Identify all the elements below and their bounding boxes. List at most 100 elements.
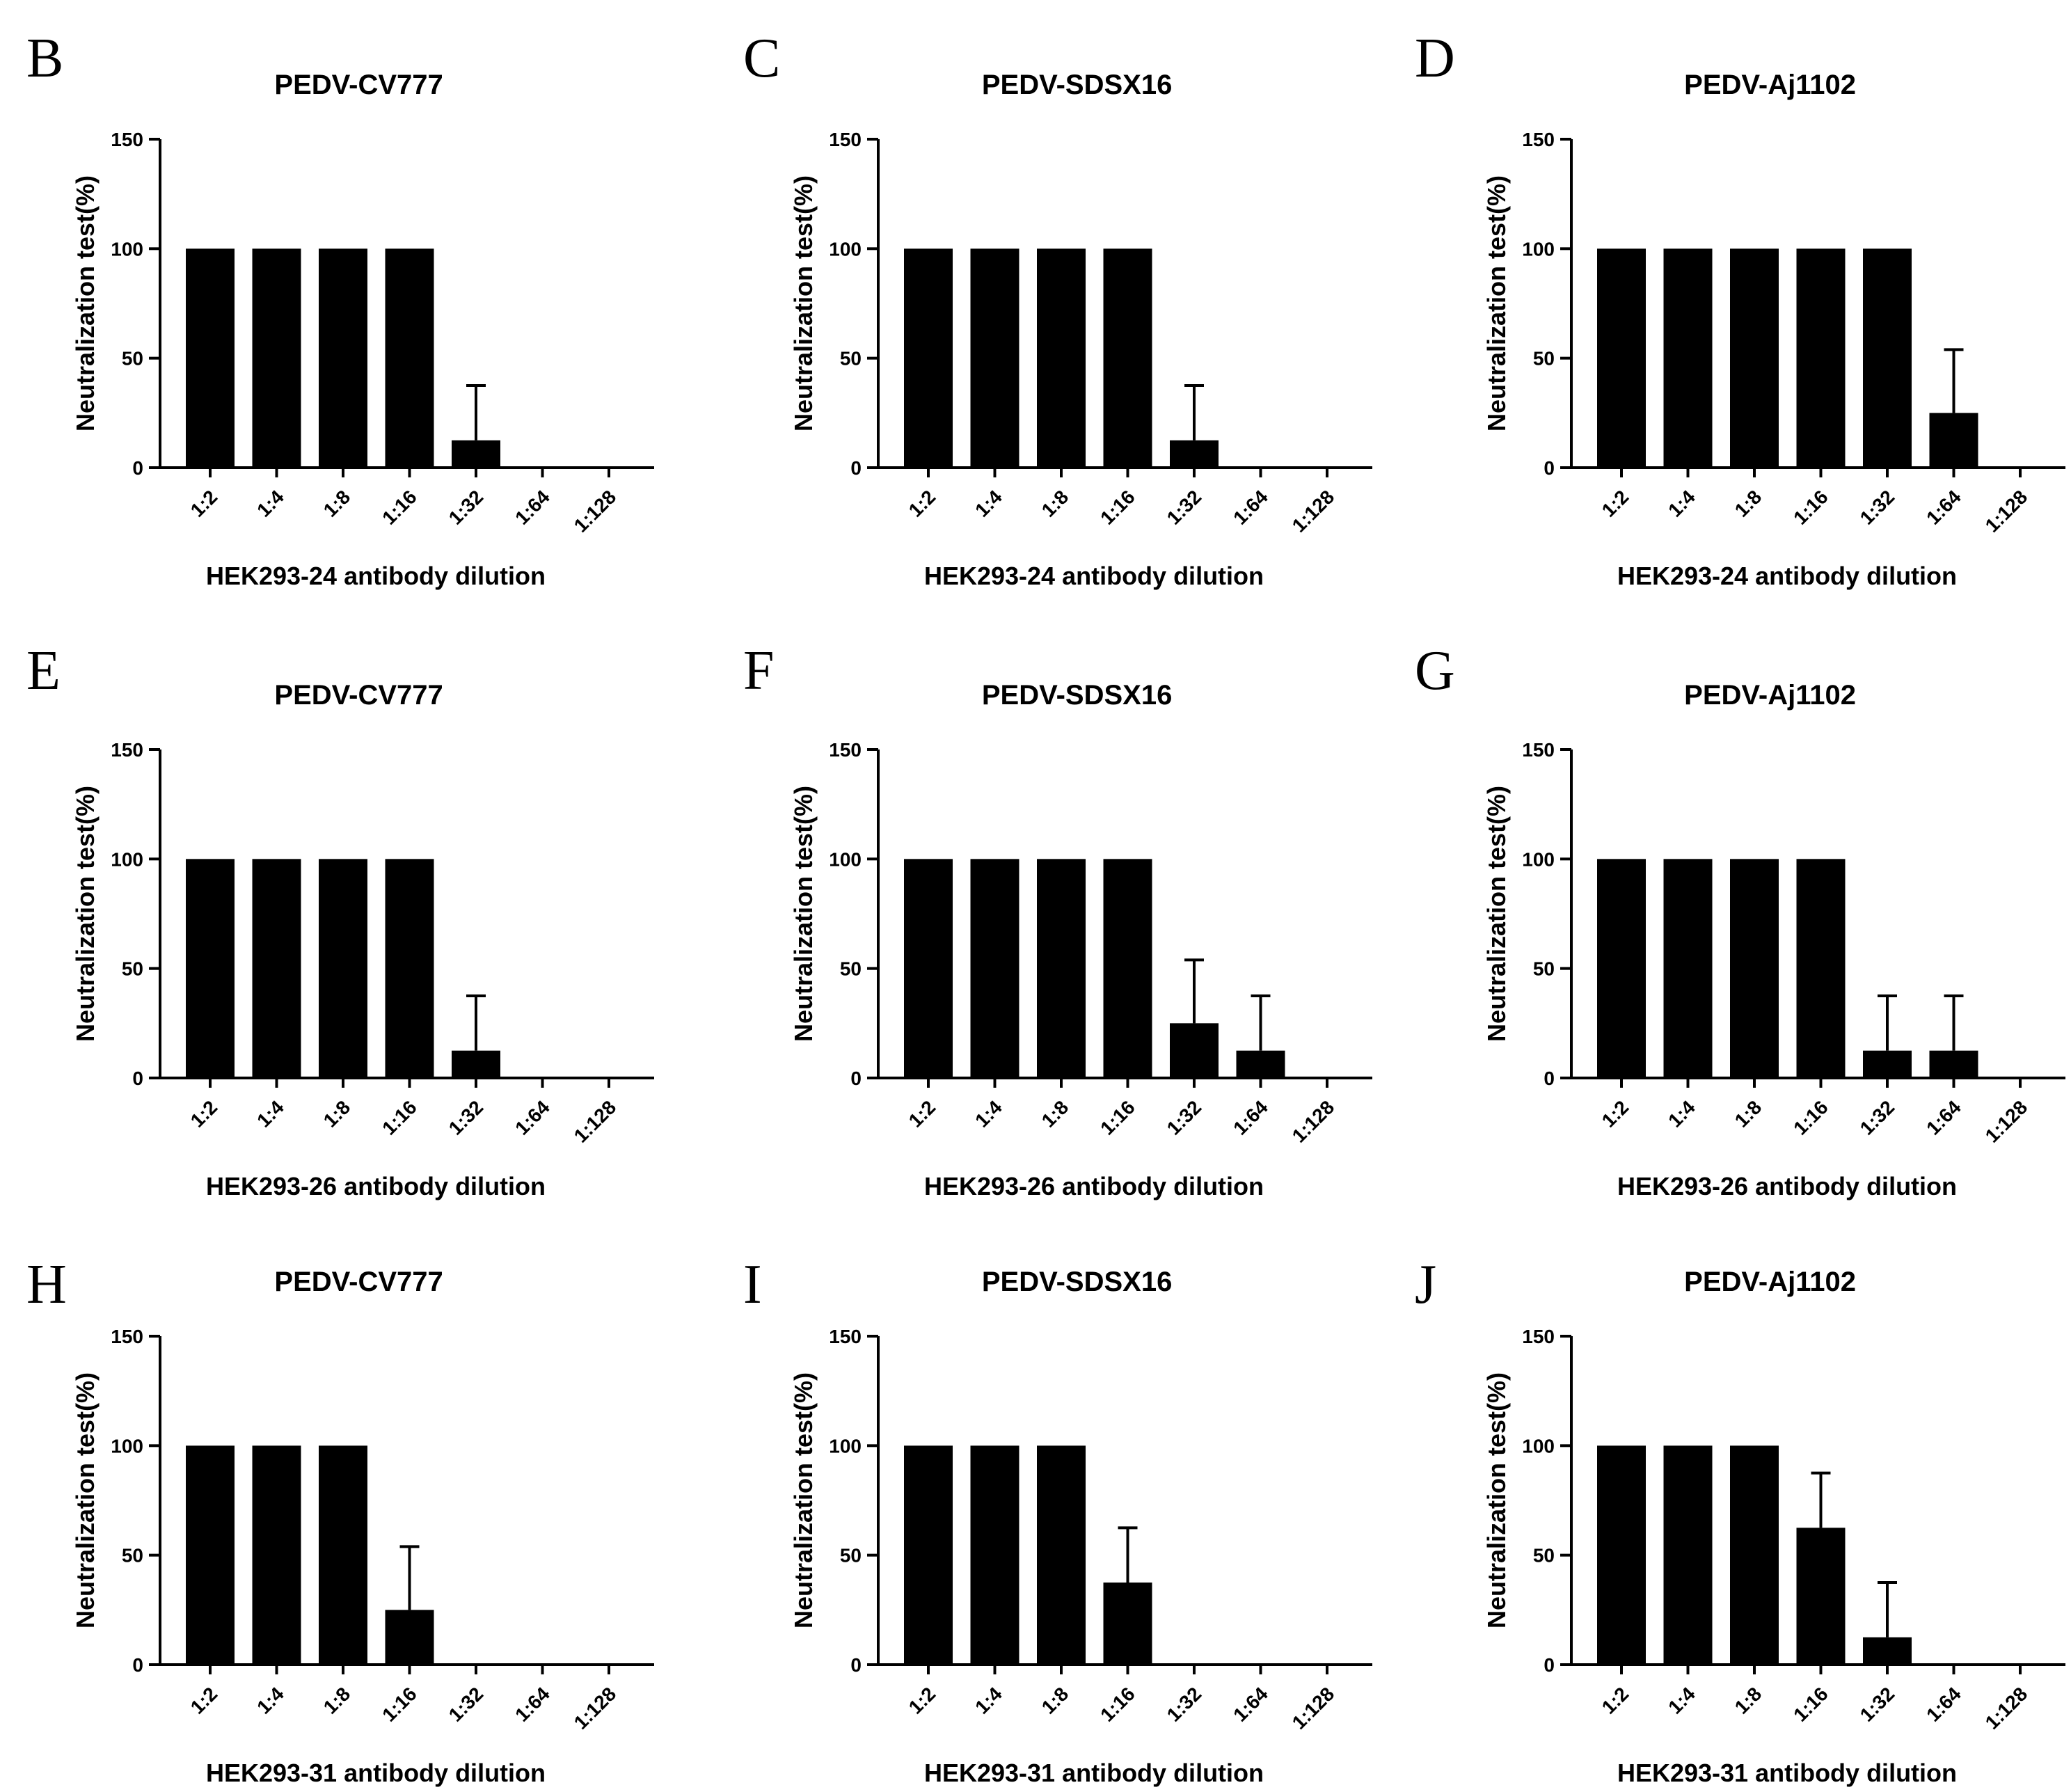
bar-1-64 <box>1929 413 1978 468</box>
x-tick-label: 1:32 <box>445 1683 488 1726</box>
bar-1-2 <box>1597 1445 1646 1665</box>
x-tick-label: 1:128 <box>570 1096 621 1147</box>
y-tick-label: 100 <box>1522 848 1555 870</box>
x-tick-label: 1:2 <box>905 486 940 521</box>
bar-1-32 <box>452 1050 500 1078</box>
x-tick-label: 1:32 <box>1163 486 1206 529</box>
chart-title: PEDV-CV777 <box>274 1267 443 1297</box>
bar-1-4 <box>970 859 1019 1078</box>
x-tick-label: 1:4 <box>971 1096 1006 1132</box>
bar-1-4 <box>970 1445 1019 1665</box>
chart-panel-i: I PEDV-SDSX16 0 50 100 150 Neutralization test… <box>743 1254 1372 1787</box>
bar-1-4 <box>1663 248 1713 468</box>
bar-1-32 <box>1863 1050 1912 1078</box>
y-axis-title: Neutralization test(%) <box>71 786 100 1042</box>
x-tick-label: 1:8 <box>319 1683 355 1718</box>
x-tick-label: 1:64 <box>511 1683 554 1726</box>
y-tick-label: 100 <box>1522 1435 1555 1457</box>
y-tick-label: 50 <box>122 1545 143 1567</box>
x-tick-label: 1:16 <box>378 1683 421 1726</box>
x-tick-label: 1:4 <box>971 486 1006 521</box>
x-tick-label: 1:32 <box>1856 486 1899 529</box>
y-tick-label: 50 <box>122 348 143 370</box>
bar-1-16 <box>385 248 434 468</box>
bar-1-32 <box>1863 248 1912 468</box>
chart-panel-h: H PEDV-CV777 0 50 100 150 Neutralization test(… <box>26 1254 654 1787</box>
x-tick-label: 1:8 <box>1038 1096 1073 1132</box>
bar-1-8 <box>1730 248 1779 468</box>
y-tick-label: 50 <box>840 1545 862 1567</box>
panel-letter: G <box>1415 640 1455 701</box>
x-tick-label: 1:32 <box>445 486 488 529</box>
y-axis-title: Neutralization test(%) <box>1482 175 1511 431</box>
bar-1-16 <box>1796 1528 1846 1665</box>
x-tick-label: 1:16 <box>1096 486 1139 529</box>
x-tick-label: 1:64 <box>511 1096 554 1139</box>
y-tick-label: 100 <box>829 848 862 870</box>
chart-title: PEDV-Aj1102 <box>1684 680 1856 711</box>
panel-letter: H <box>26 1254 67 1315</box>
panel-letter: F <box>743 640 775 701</box>
bar-1-16 <box>1103 248 1152 468</box>
bar-1-8 <box>319 1445 367 1665</box>
x-tick-label: 1:4 <box>253 1096 288 1132</box>
y-axis-title: Neutralization test(%) <box>789 175 818 431</box>
bar-1-16 <box>385 859 434 1078</box>
bar-1-16 <box>385 1610 434 1665</box>
x-tick-label: 1:128 <box>1288 486 1339 537</box>
chart-panel-e: E PEDV-CV777 0 50 100 150 Neutralization test(… <box>26 640 654 1200</box>
y-tick-label: 0 <box>1544 457 1555 479</box>
x-tick-label: 1:4 <box>1664 1683 1699 1718</box>
x-tick-label: 1:4 <box>971 1683 1006 1718</box>
y-tick-label: 50 <box>1533 1545 1555 1567</box>
x-tick-label: 1:8 <box>1038 486 1073 521</box>
bar-1-8 <box>1037 1445 1086 1665</box>
bar-1-8 <box>1037 248 1086 468</box>
x-tick-label: 1:16 <box>1789 1683 1832 1726</box>
x-tick-label: 1:16 <box>1096 1683 1139 1726</box>
bar-1-2 <box>904 859 953 1078</box>
y-tick-label: 50 <box>840 348 862 370</box>
y-tick-label: 150 <box>111 1326 143 1347</box>
y-axis-title: Neutralization test(%) <box>1482 786 1511 1042</box>
y-axis-title: Neutralization test(%) <box>71 1372 100 1628</box>
x-tick-label: 1:2 <box>187 486 222 521</box>
y-tick-label: 100 <box>1522 238 1555 260</box>
x-axis-title: HEK293-31 antibody dilution <box>206 1759 546 1787</box>
bar-1-4 <box>252 1445 301 1665</box>
y-tick-label: 100 <box>111 848 143 870</box>
bar-1-16 <box>1796 248 1846 468</box>
x-tick-label: 1:8 <box>319 1096 355 1132</box>
bar-1-32 <box>452 440 500 468</box>
x-tick-label: 1:16 <box>1789 1096 1832 1139</box>
x-tick-label: 1:128 <box>1981 486 2032 537</box>
y-tick-label: 0 <box>850 1068 862 1089</box>
bar-1-4 <box>1663 1445 1713 1665</box>
chart-panel-j: J PEDV-Aj1102 0 50 100 150 Neutralization test… <box>1415 1254 2065 1787</box>
x-tick-label: 1:64 <box>511 486 554 529</box>
x-tick-label: 1:128 <box>1288 1096 1339 1147</box>
x-tick-label: 1:8 <box>319 486 355 521</box>
x-tick-label: 1:64 <box>1922 1683 1965 1726</box>
x-tick-label: 1:16 <box>378 486 421 529</box>
x-tick-label: 1:128 <box>1288 1683 1339 1734</box>
bar-1-4 <box>252 859 301 1078</box>
bar-1-4 <box>252 248 301 468</box>
y-tick-label: 150 <box>829 1326 862 1347</box>
bar-1-2 <box>186 1445 235 1665</box>
panel-letter: I <box>743 1254 762 1315</box>
y-tick-label: 100 <box>111 1435 143 1457</box>
chart-title: PEDV-SDSX16 <box>982 70 1172 100</box>
panel-letter: J <box>1415 1254 1436 1315</box>
bar-1-32 <box>1863 1637 1912 1665</box>
y-tick-label: 0 <box>1544 1068 1555 1089</box>
x-tick-label: 1:2 <box>187 1683 222 1718</box>
x-tick-label: 1:8 <box>1731 1683 1766 1718</box>
y-tick-label: 100 <box>111 238 143 260</box>
y-tick-label: 0 <box>850 457 862 479</box>
y-tick-label: 0 <box>132 457 143 479</box>
x-tick-label: 1:32 <box>1163 1683 1206 1726</box>
bar-1-64 <box>1929 1050 1978 1078</box>
bar-1-8 <box>1730 859 1779 1078</box>
x-tick-label: 1:64 <box>1922 486 1965 529</box>
